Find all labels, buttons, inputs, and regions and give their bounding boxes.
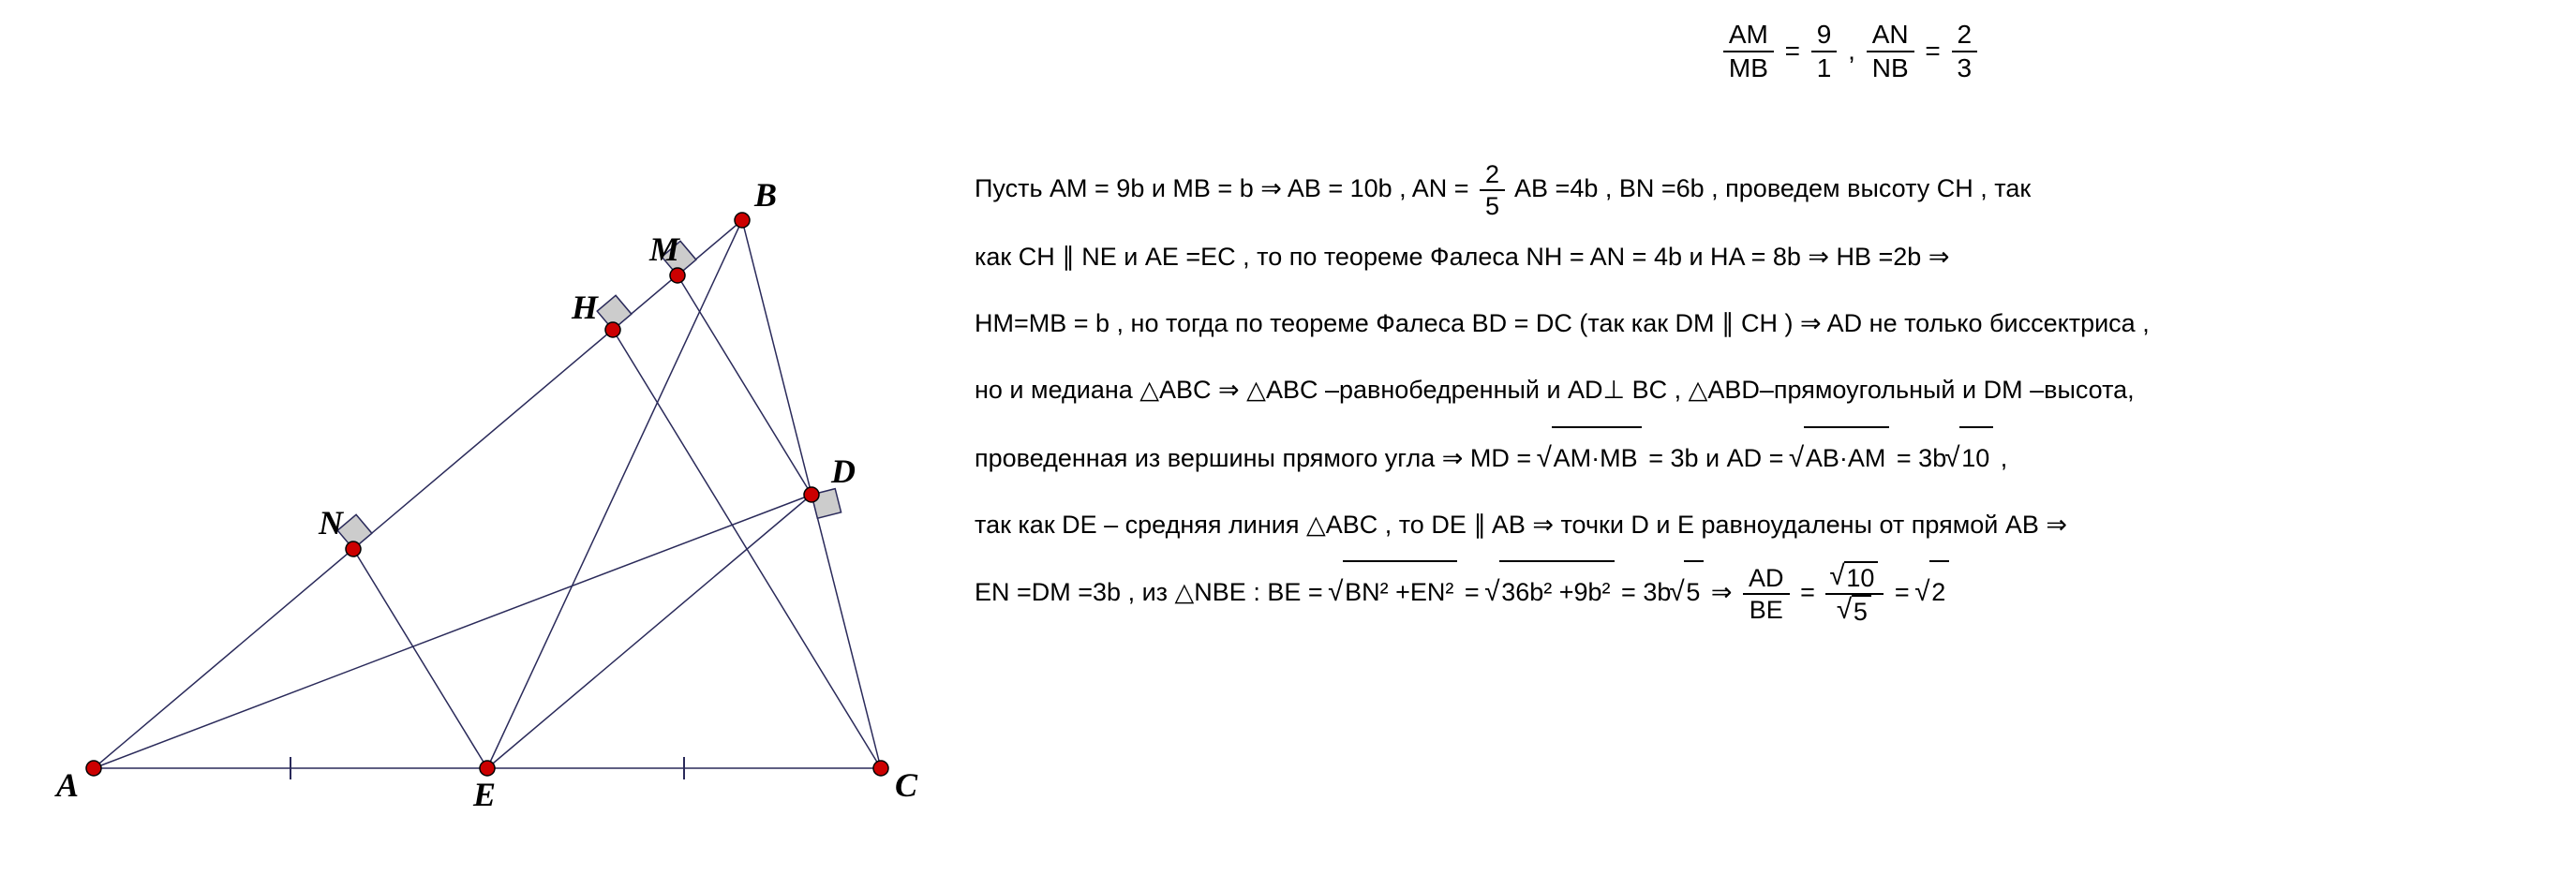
svg-text:B: B <box>753 176 777 214</box>
svg-text:D: D <box>830 452 856 490</box>
svg-text:C: C <box>895 766 918 804</box>
svg-text:E: E <box>472 776 496 813</box>
svg-text:M: M <box>648 230 681 268</box>
ratio2-num: AN <box>1867 19 1914 52</box>
proof-text: Пусть AM = 9b и MB = b ⇒ AB = 10b , AN =… <box>975 158 2539 628</box>
given-ratios: AMMB = 91 , ANNB = 23 <box>1162 19 2539 83</box>
ratio1-num: AM <box>1723 19 1774 52</box>
svg-text:H: H <box>571 289 599 326</box>
ratio2-den: NB <box>1867 52 1914 84</box>
geometry-diagram: A B C E D M H N <box>37 131 937 843</box>
svg-text:A: A <box>54 766 79 804</box>
ratio1-den: MB <box>1723 52 1774 84</box>
svg-text:N: N <box>318 504 345 541</box>
